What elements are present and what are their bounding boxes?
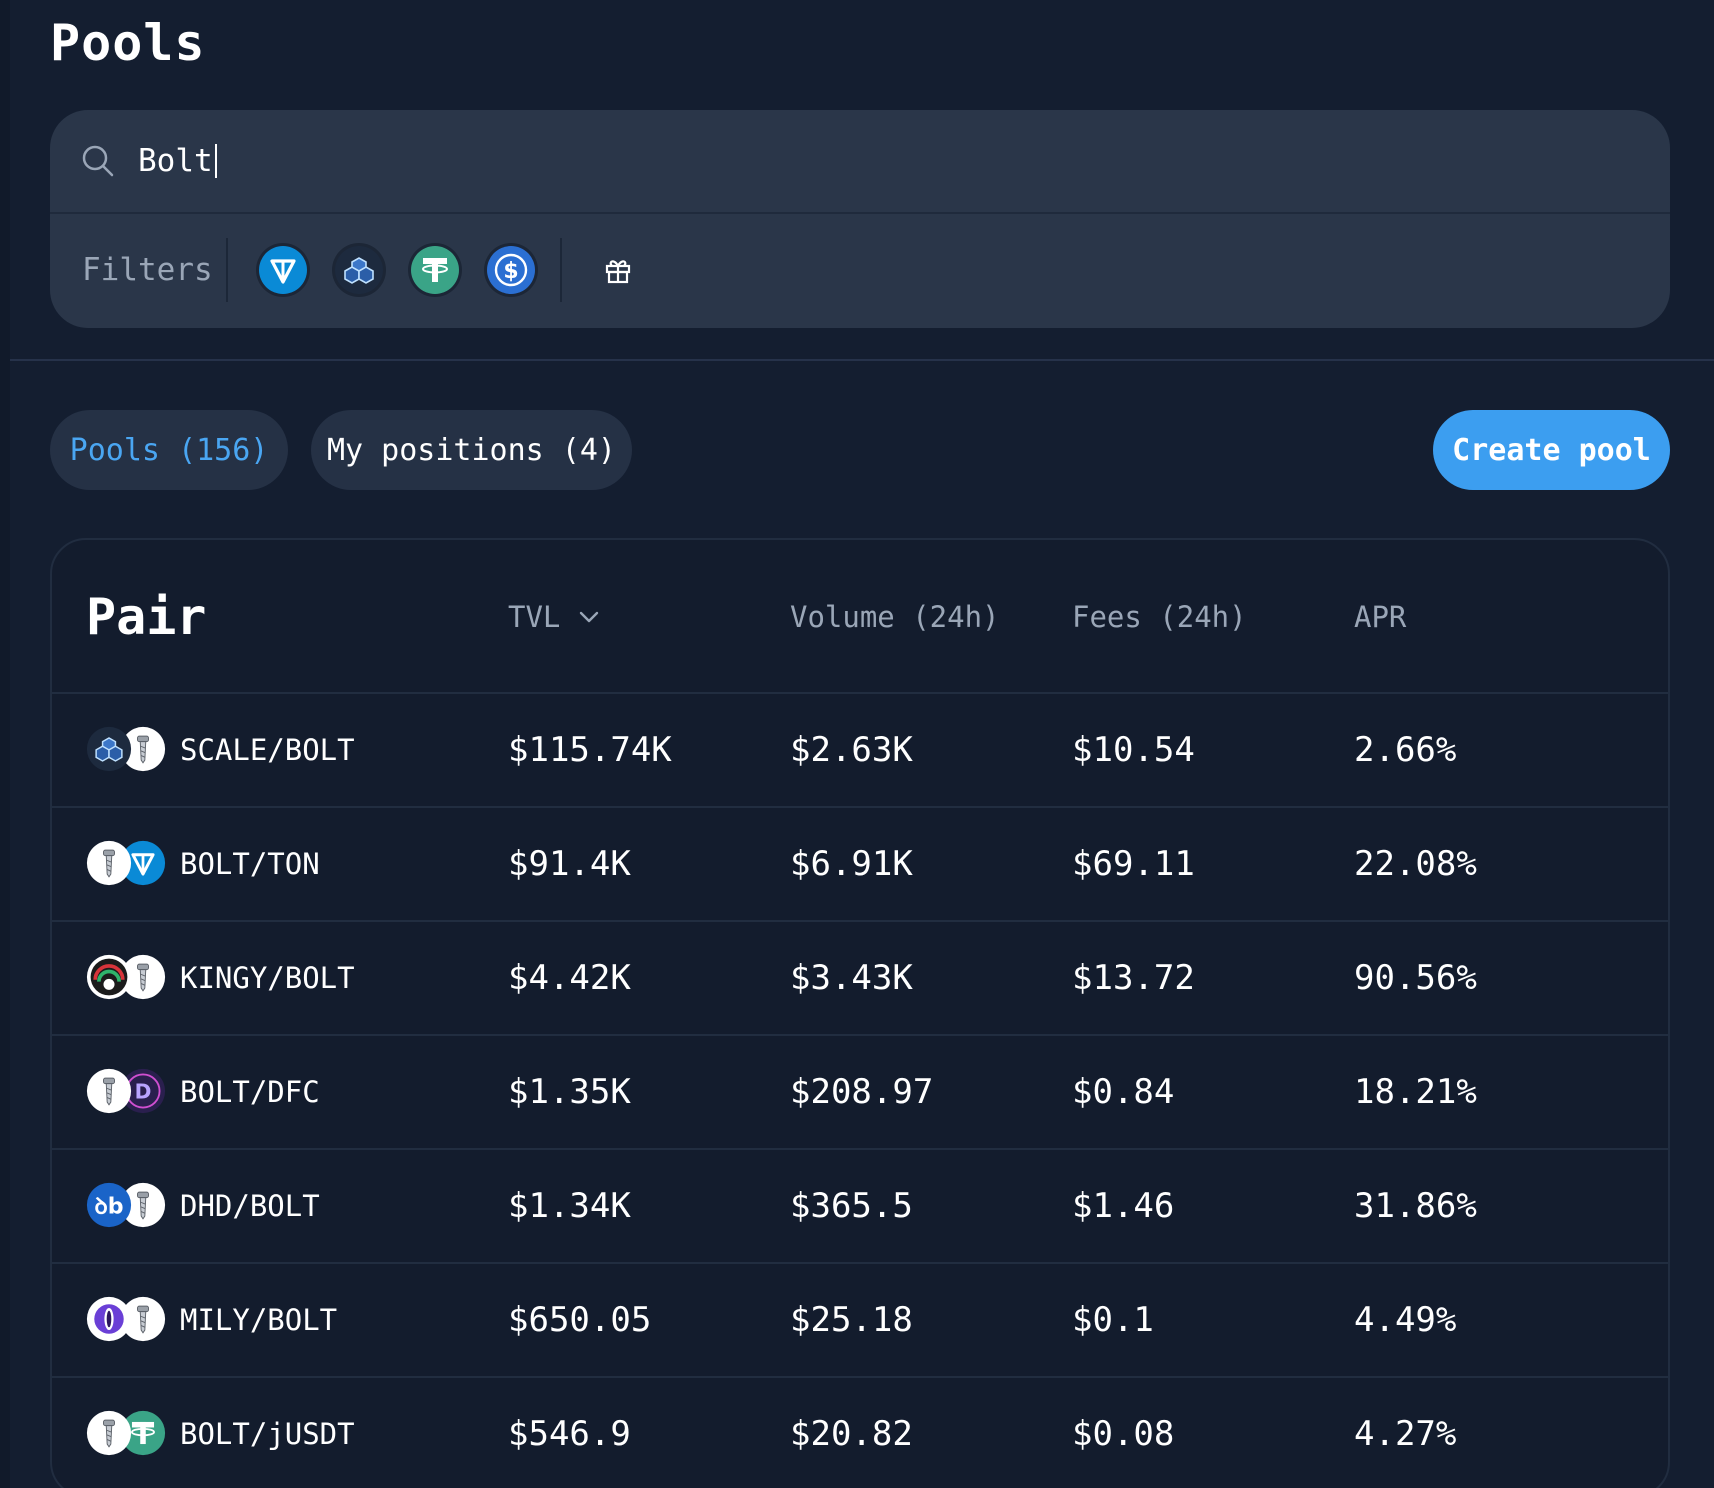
bolt-icon (86, 1068, 132, 1114)
apr-value: 2.66% (1354, 730, 1457, 770)
fees-value: $1.46 (1072, 1186, 1175, 1226)
left-edge (0, 0, 10, 1488)
apr-value: 4.49% (1354, 1300, 1457, 1340)
pair-icons (86, 1068, 166, 1116)
filter-scale-button[interactable] (332, 243, 386, 297)
tab-my-positions[interactable]: My positions (4) (311, 410, 632, 490)
pair-cell: KINGY/BOLT (86, 922, 355, 1034)
volume-value: $208.97 (790, 1072, 934, 1112)
header-apr[interactable]: APR (1354, 600, 1407, 634)
filter-ton-button[interactable] (256, 243, 310, 297)
filter-divider (226, 238, 228, 302)
tvl-value: $1.35K (508, 1072, 631, 1112)
pair-icons (86, 1410, 166, 1458)
search-input[interactable]: Bolt (138, 143, 213, 179)
table-header: Pair TVL Volume (24h) Fees (24h) APR (52, 540, 1668, 694)
header-tvl[interactable]: TVL (508, 540, 600, 694)
ton-icon (258, 245, 308, 295)
table-row[interactable]: BOLT/jUSDT $546.9 $20.82 $0.08 4.27% (52, 1378, 1668, 1488)
header-pair: Pair (86, 588, 207, 646)
pair-icons (86, 840, 166, 888)
apr-value: 18.21% (1354, 1072, 1477, 1112)
search-filter-card: Bolt Filters (50, 110, 1670, 328)
pools-table: Pair TVL Volume (24h) Fees (24h) APR SCA… (50, 538, 1670, 1488)
volume-value: $20.82 (790, 1414, 913, 1454)
pair-name: KINGY/BOLT (180, 961, 355, 995)
tvl-value: $115.74K (508, 730, 672, 770)
page-title: Pools (50, 14, 206, 72)
search-icon (82, 145, 114, 177)
mily-icon (86, 1296, 132, 1342)
pair-cell: MILY/BOLT (86, 1264, 337, 1376)
filter-usdc-button[interactable] (484, 243, 538, 297)
pair-name: BOLT/jUSDT (180, 1417, 355, 1451)
pair-name: SCALE/BOLT (180, 733, 355, 767)
tvl-value: $1.34K (508, 1186, 631, 1226)
create-pool-button[interactable]: Create pool (1433, 410, 1670, 490)
apr-value: 4.27% (1354, 1414, 1457, 1454)
usdc-icon (486, 245, 536, 295)
tvl-value: $4.42K (508, 958, 631, 998)
header-fees[interactable]: Fees (24h) (1072, 600, 1247, 634)
volume-value: $365.5 (790, 1186, 913, 1226)
pair-name: MILY/BOLT (180, 1303, 338, 1337)
fees-value: $10.54 (1072, 730, 1195, 770)
filter-gift-button[interactable] (598, 250, 638, 290)
filter-usdt-button[interactable] (408, 243, 462, 297)
chevron-down-icon (580, 611, 599, 623)
scale-icon (334, 245, 384, 295)
tvl-value: $650.05 (508, 1300, 652, 1340)
apr-value: 22.08% (1354, 844, 1477, 884)
table-row[interactable]: BOLT/DFC $1.35K $208.97 $0.84 18.21% (52, 1036, 1668, 1150)
volume-value: $2.63K (790, 730, 913, 770)
pair-cell: BOLT/TON (86, 808, 320, 920)
pair-name: DHD/BOLT (180, 1189, 320, 1223)
gift-icon (605, 260, 631, 284)
pair-cell: SCALE/BOLT (86, 694, 355, 806)
pair-icons (86, 1296, 166, 1344)
volume-value: $3.43K (790, 958, 913, 998)
filter-row: Filters (50, 214, 1670, 326)
pair-name: BOLT/DFC (180, 1075, 320, 1109)
fees-value: $13.72 (1072, 958, 1195, 998)
pair-icons (86, 954, 166, 1002)
volume-value: $6.91K (790, 844, 913, 884)
usdt-icon (410, 245, 460, 295)
table-row[interactable]: MILY/BOLT $650.05 $25.18 $0.1 4.49% (52, 1264, 1668, 1378)
fees-value: $69.11 (1072, 844, 1195, 884)
tvl-value: $546.9 (508, 1414, 631, 1454)
apr-value: 90.56% (1354, 958, 1477, 998)
kingy-icon (86, 954, 132, 1000)
dhd-icon (86, 1182, 132, 1228)
header-volume[interactable]: Volume (24h) (790, 600, 1000, 634)
apr-value: 31.86% (1354, 1186, 1477, 1226)
table-row[interactable]: DHD/BOLT $1.34K $365.5 $1.46 31.86% (52, 1150, 1668, 1264)
text-caret (214, 144, 217, 178)
pair-cell: BOLT/jUSDT (86, 1378, 355, 1488)
bolt-icon (86, 840, 132, 886)
fees-value: $0.08 (1072, 1414, 1175, 1454)
table-row[interactable]: SCALE/BOLT $115.74K $2.63K $10.54 2.66% (52, 694, 1668, 808)
pair-icons (86, 1182, 166, 1230)
pair-name: BOLT/TON (180, 847, 320, 881)
search-bar[interactable]: Bolt (50, 110, 1670, 214)
pair-cell: BOLT/DFC (86, 1036, 320, 1148)
fees-value: $0.84 (1072, 1072, 1175, 1112)
filter-divider (560, 238, 562, 302)
pair-icons (86, 726, 166, 774)
scale-icon (86, 726, 132, 772)
volume-value: $25.18 (790, 1300, 913, 1340)
header-tvl-label: TVL (508, 600, 561, 634)
section-divider (10, 359, 1714, 361)
fees-value: $0.1 (1072, 1300, 1154, 1340)
tab-pools[interactable]: Pools (156) (50, 410, 288, 490)
table-row[interactable]: KINGY/BOLT $4.42K $3.43K $13.72 90.56% (52, 922, 1668, 1036)
table-row[interactable]: BOLT/TON $91.4K $6.91K $69.11 22.08% (52, 808, 1668, 922)
filters-label: Filters (82, 252, 213, 288)
pair-cell: DHD/BOLT (86, 1150, 320, 1262)
tvl-value: $91.4K (508, 844, 631, 884)
bolt-icon (86, 1410, 132, 1456)
